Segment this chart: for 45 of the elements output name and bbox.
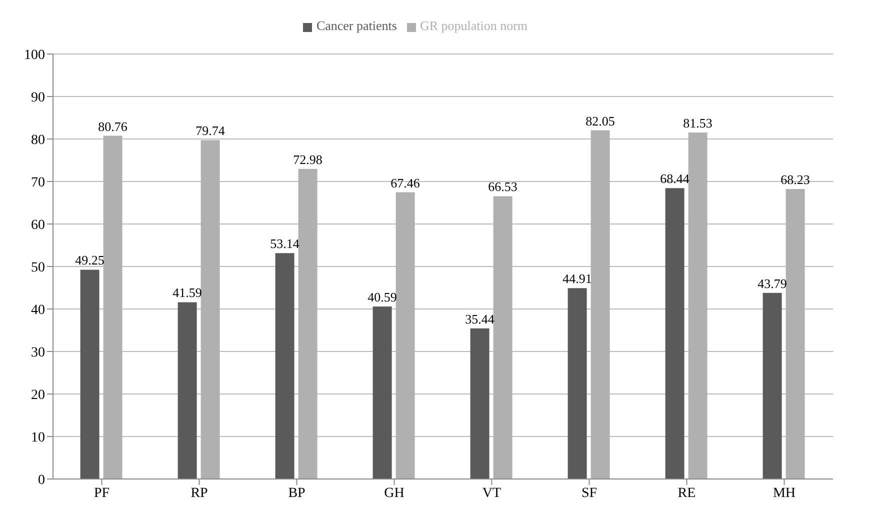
data-label: 82.05 [586, 113, 615, 128]
data-label: 81.53 [683, 115, 712, 130]
x-tick-label: GH [384, 486, 404, 501]
x-tick-label: PF [94, 486, 110, 501]
bar [275, 253, 294, 479]
legend-label: Cancer patients [316, 18, 397, 33]
data-label: 35.44 [465, 311, 495, 326]
data-label: 44.91 [562, 271, 592, 286]
x-tick-label: RP [190, 486, 208, 501]
y-tick-label: 100 [24, 48, 45, 63]
y-tick-label: 30 [31, 345, 45, 360]
bar [762, 292, 782, 479]
y-tick-label: 0 [38, 472, 45, 488]
data-label: 68.44 [660, 171, 690, 186]
bar [80, 270, 100, 479]
y-tick-label: 40 [31, 302, 45, 318]
data-label: 80.76 [98, 118, 128, 134]
x-tick-label: BP [288, 486, 306, 501]
data-label: 79.74 [196, 123, 226, 138]
data-label: 40.59 [368, 289, 397, 304]
legend-label: GR population norm [420, 18, 528, 33]
y-tick-label: 60 [31, 218, 45, 233]
data-label: 41.59 [172, 285, 202, 300]
bar [568, 288, 587, 479]
x-tick-label: RE [678, 486, 696, 501]
x-tick-label: MH [772, 486, 796, 501]
y-tick-label: 50 [31, 260, 45, 276]
data-label: 66.53 [488, 179, 518, 194]
y-tick-label: 80 [31, 132, 45, 148]
data-label: 72.98 [293, 152, 322, 167]
bar [372, 306, 392, 479]
data-label: 53.14 [270, 236, 300, 252]
bar [665, 188, 684, 479]
y-tick-label: 90 [31, 90, 45, 106]
bar [178, 302, 197, 479]
bar [470, 328, 490, 479]
y-tick-label: 70 [31, 175, 45, 190]
data-label: 49.25 [75, 252, 104, 268]
data-label: 67.46 [390, 175, 420, 190]
x-tick-label: SF [581, 486, 598, 501]
y-tick-label: 10 [31, 430, 45, 446]
x-tick-label: VT [482, 486, 502, 501]
y-tick-label: 20 [31, 388, 45, 403]
data-label: 43.79 [758, 276, 787, 291]
data-label: 68.23 [780, 172, 810, 188]
